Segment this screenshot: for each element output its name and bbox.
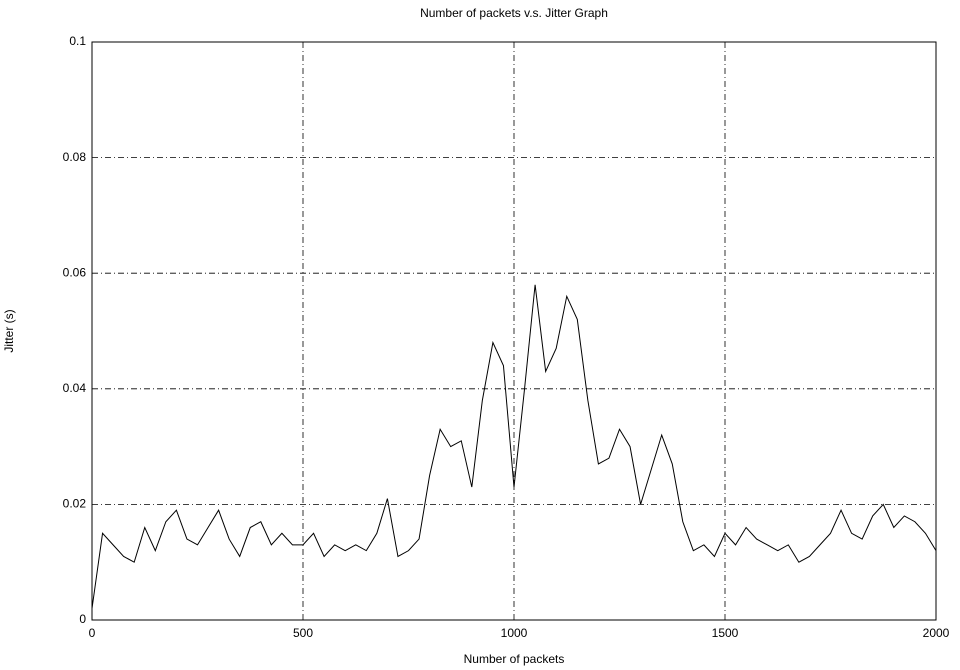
x-axis-label: Number of packets — [464, 652, 565, 666]
x-tick-label: 0 — [89, 626, 96, 640]
y-tick-label: 0.06 — [63, 265, 87, 279]
y-tick-label: 0 — [79, 612, 86, 626]
x-tick-label: 500 — [293, 626, 313, 640]
data-line — [91, 284, 937, 609]
y-axis-label: Jitter (s) — [2, 309, 16, 352]
x-tick-label: 1500 — [712, 626, 739, 640]
y-tick-label: 0.02 — [63, 497, 87, 511]
x-tick-label: 2000 — [923, 626, 950, 640]
chart-title: Number of packets v.s. Jitter Graph — [420, 6, 608, 20]
y-tick-label: 0.1 — [69, 34, 86, 48]
x-tick-label: 1000 — [501, 626, 528, 640]
y-tick-label: 0.08 — [63, 150, 87, 164]
y-tick-label: 0.04 — [63, 381, 87, 395]
